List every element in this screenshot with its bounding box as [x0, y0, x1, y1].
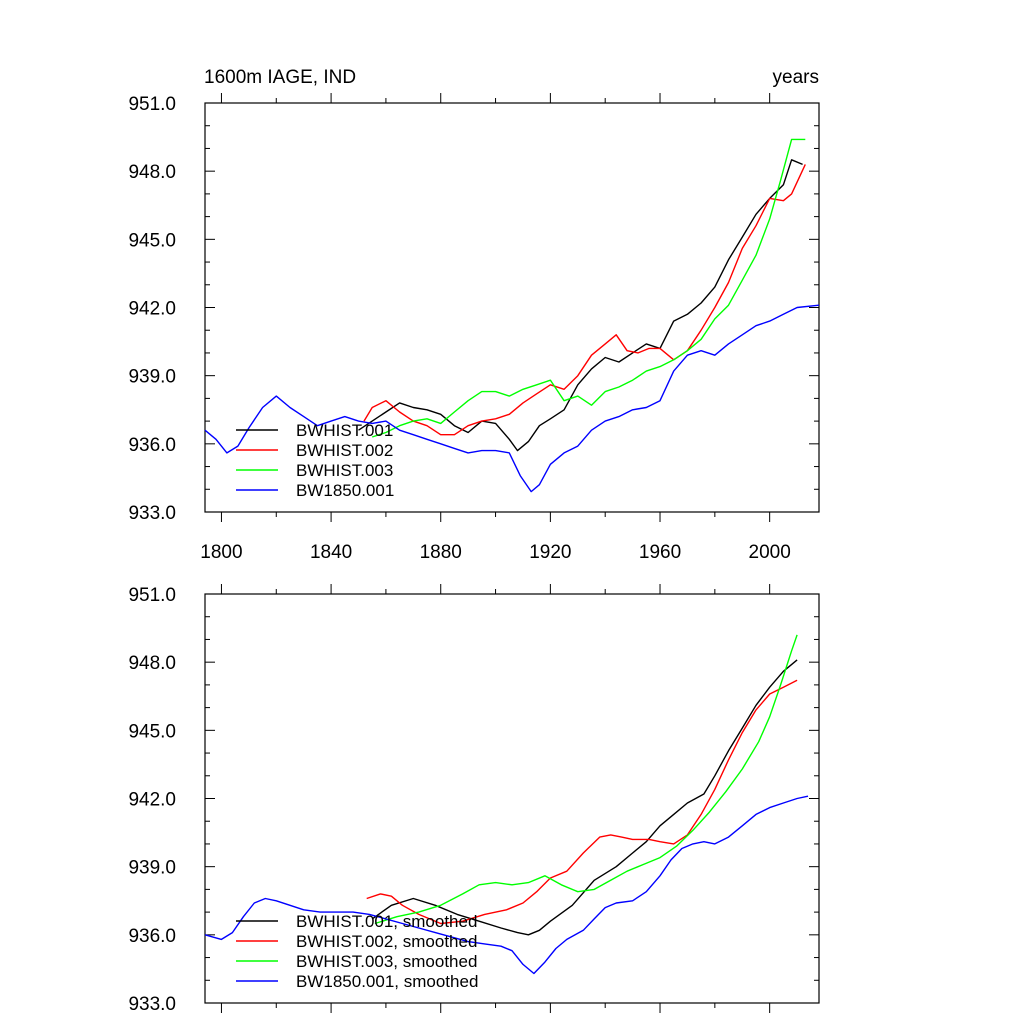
bottom-legend-label-4: BW1850.001, smoothed — [296, 972, 478, 991]
top-xtick-label: 1920 — [529, 542, 571, 563]
figure-right-title: years — [773, 67, 819, 88]
top-chart-panel: 933.0 936.0 939.0 942.0 945.0 948.0 951.0 1800 1… — [128, 93, 820, 563]
top-legend-label-2: BWHIST.002 — [296, 441, 393, 460]
top-ytick-label: 948.0 — [128, 162, 176, 183]
top-xtick-label: 1960 — [639, 542, 681, 563]
bottom-series-line-4 — [204, 795, 809, 975]
top-ytick-label: 951.0 — [128, 94, 176, 115]
bottom-ytick-label: 951.0 — [128, 585, 176, 606]
top-ytick-label: 933.0 — [128, 503, 176, 524]
bottom-chart-panel: 933.0 936.0 939.0 942.0 945.0 948.0 951.0 BWHIS… — [128, 584, 820, 1015]
top-xtick-label: 2000 — [749, 542, 791, 563]
top-series-line-2 — [363, 164, 806, 436]
top-ytick-label: 942.0 — [128, 299, 176, 320]
bottom-ytick-label: 933.0 — [128, 994, 176, 1015]
top-ytick-label: 945.0 — [128, 230, 176, 251]
top-xtick-label: 1840 — [310, 542, 352, 563]
bottom-ytick-label: 948.0 — [128, 653, 176, 674]
bottom-series-line-2 — [366, 679, 798, 925]
top-legend-label-1: BWHIST.001 — [296, 421, 393, 440]
top-series-line-4 — [204, 304, 820, 493]
bottom-ytick-label: 945.0 — [128, 721, 176, 742]
bottom-ytick-label: 939.0 — [128, 858, 176, 879]
bottom-legend-label-2: BWHIST.002, smoothed — [296, 932, 477, 951]
top-series-line-3 — [371, 138, 806, 438]
top-xtick-label: 1800 — [200, 542, 242, 563]
bottom-ytick-label: 942.0 — [128, 790, 176, 811]
figure-title: 1600m IAGE, IND — [204, 67, 356, 88]
top-ytick-label: 939.0 — [128, 367, 176, 388]
bottom-ytick-label: 936.0 — [128, 926, 176, 947]
bottom-series-line-3 — [374, 634, 798, 925]
top-series-line-1 — [358, 159, 803, 452]
bottom-legend-label-3: BWHIST.003, smoothed — [296, 952, 477, 971]
bottom-series-line-1 — [371, 659, 798, 936]
bottom-legend-label-1: BWHIST.001, smoothed — [296, 912, 477, 931]
top-xtick-label: 1880 — [420, 542, 462, 563]
top-legend-label-4: BW1850.001 — [296, 481, 394, 500]
top-legend-label-3: BWHIST.003 — [296, 461, 393, 480]
top-ytick-label: 936.0 — [128, 435, 176, 456]
